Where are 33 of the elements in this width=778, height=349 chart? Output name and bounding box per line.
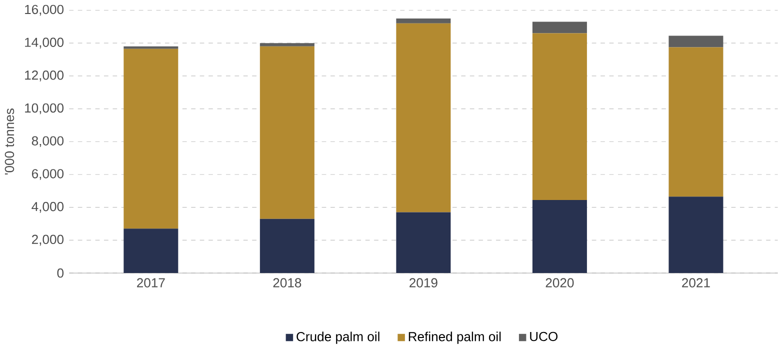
bar <box>532 200 587 273</box>
legend-label: Refined palm oil <box>408 332 501 344</box>
bar <box>396 18 451 24</box>
x-tick-label: 2017 <box>137 278 165 288</box>
bar <box>124 48 178 229</box>
y-tick-label: 10,000 <box>25 103 64 114</box>
y-tick-label: 14,000 <box>25 38 64 48</box>
y-tick-label: 16,000 <box>25 4 64 16</box>
x-tick-label: 2020 <box>546 278 574 288</box>
y-tick-label: 8,000 <box>32 136 64 147</box>
bar <box>396 23 451 212</box>
bar <box>532 22 587 34</box>
x-tick-label: 2019 <box>410 278 438 288</box>
bar <box>260 218 314 273</box>
legend-label: UCO <box>530 332 558 342</box>
bar <box>124 228 178 273</box>
bar <box>260 46 314 219</box>
bar <box>668 196 724 273</box>
bar <box>260 43 314 46</box>
y-tick-label: 12,000 <box>25 70 64 82</box>
bar <box>668 36 724 48</box>
bar <box>668 47 724 197</box>
bar <box>124 46 178 49</box>
y-tick-label: 0 <box>57 268 64 278</box>
x-tick-label: 2018 <box>273 278 302 288</box>
bar <box>396 212 451 273</box>
bar <box>532 33 587 200</box>
y-axis-title: '000 tonnes <box>4 108 14 174</box>
y-tick-label: 2,000 <box>32 234 64 246</box>
legend-label: Crude palm oil <box>296 332 380 344</box>
y-tick-label: 4,000 <box>32 202 64 213</box>
x-tick-label: 2021 <box>682 278 710 288</box>
y-tick-label: 6,000 <box>32 169 64 180</box>
